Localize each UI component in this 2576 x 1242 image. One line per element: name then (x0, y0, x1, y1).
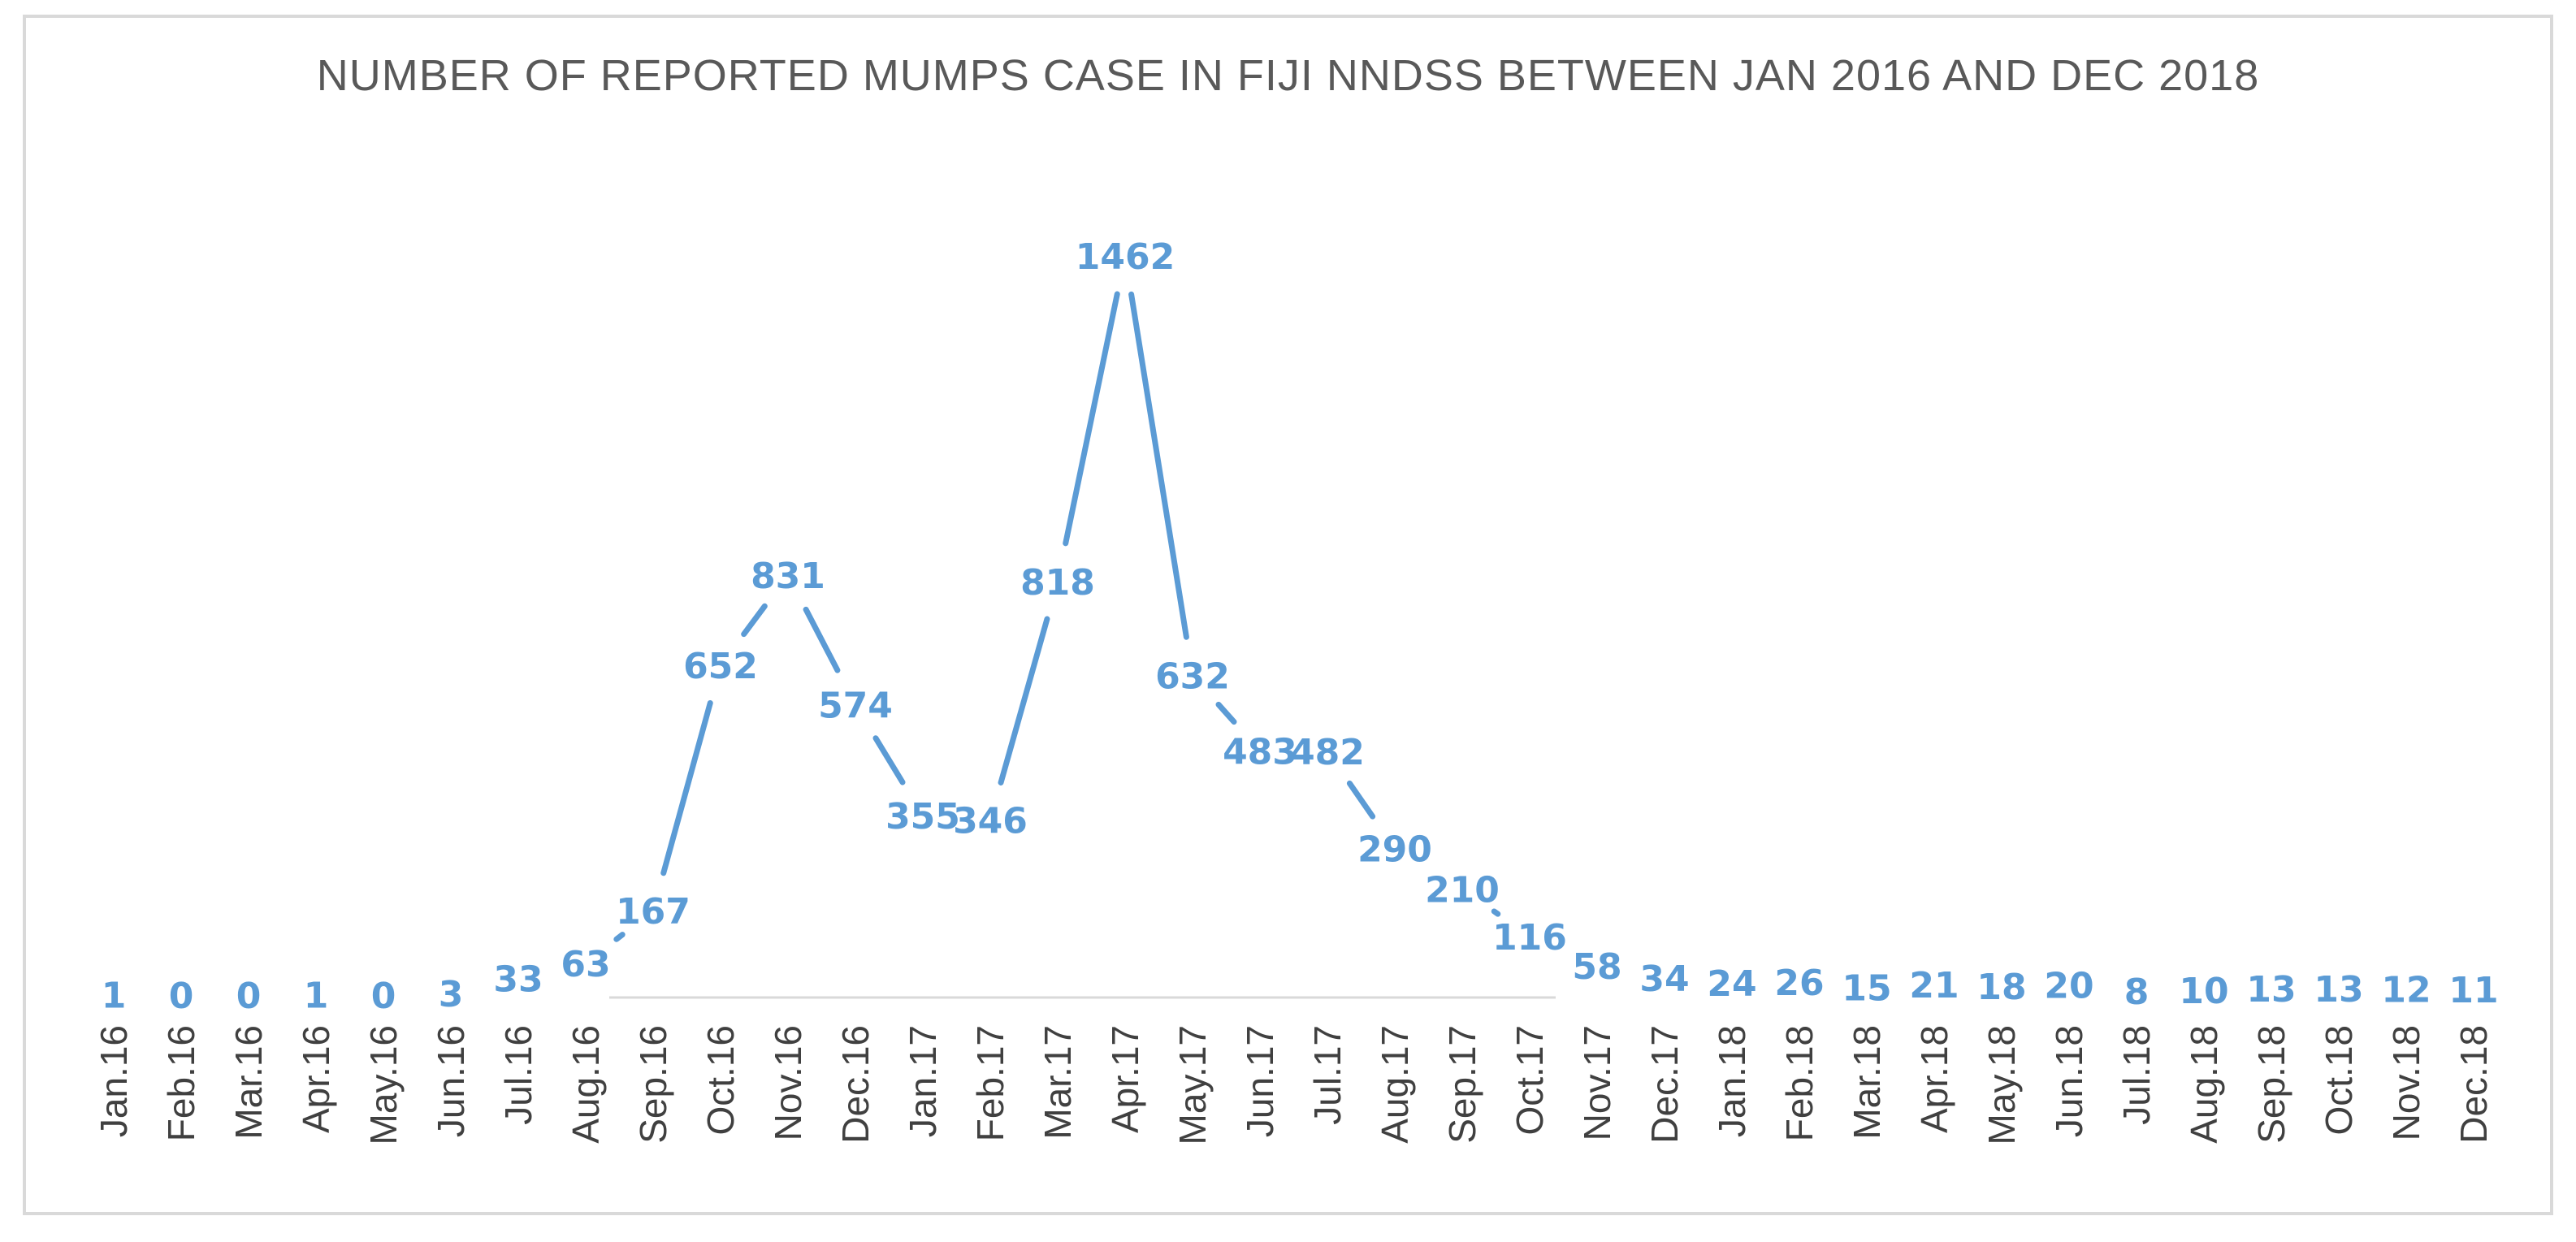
x-tick-label: Aug.18 (2183, 1025, 2225, 1144)
data-label: 482 (1290, 732, 1365, 773)
data-label: 18 (1976, 967, 2026, 1008)
data-label: 0 (371, 976, 396, 1017)
series-line-segment (872, 735, 906, 785)
x-tick-label: Nov.17 (1576, 1025, 1618, 1140)
data-label: 3 (439, 974, 464, 1015)
x-tick-label: Jun.16 (430, 1025, 472, 1137)
x-tick-label: Dec.17 (1643, 1025, 1686, 1144)
series-line-segment (1215, 701, 1237, 725)
x-tick-label: Oct.18 (2318, 1025, 2360, 1136)
data-label: 20 (2044, 966, 2093, 1007)
data-label: 1 (102, 975, 127, 1016)
data-label: 34 (1639, 959, 1689, 1000)
x-tick-label: Jun.17 (1239, 1025, 1281, 1137)
x-tick-label: Apr.16 (295, 1025, 337, 1133)
data-label: 63 (561, 944, 610, 985)
x-tick-label: Jul.18 (2115, 1025, 2158, 1125)
x-tick-label: May.18 (1981, 1025, 2023, 1145)
data-label: 11 (2448, 970, 2498, 1011)
x-tick-label: Mar.18 (1846, 1025, 1888, 1140)
data-label: 33 (493, 959, 543, 1000)
data-label: 632 (1155, 656, 1230, 698)
series-line-segment (660, 699, 713, 876)
series-line-segment (998, 616, 1050, 785)
x-tick-label: Oct.16 (699, 1025, 742, 1136)
x-tick-label: Jul.16 (497, 1025, 539, 1125)
chart-title: NUMBER OF REPORTED MUMPS CASE IN FIJI NN… (316, 51, 2260, 100)
x-tick-label: Feb.17 (969, 1025, 1011, 1141)
data-label: 1462 (1076, 236, 1175, 278)
x-tick-label: Jul.17 (1306, 1025, 1349, 1125)
x-tick-label: Aug.17 (1374, 1025, 1416, 1144)
x-tick-label: Jan.17 (902, 1025, 944, 1137)
series-line-segment (1346, 780, 1376, 820)
data-label: 8 (2124, 972, 2150, 1013)
data-label: 290 (1357, 829, 1432, 870)
data-label: 574 (818, 686, 893, 727)
x-tick-label: Dec.16 (834, 1025, 877, 1144)
series-line-segment (1063, 291, 1120, 547)
data-label: 831 (751, 556, 825, 597)
data-label: 483 (1223, 731, 1297, 772)
data-label: 818 (1020, 562, 1095, 604)
x-tick-label: May.16 (362, 1025, 405, 1145)
series-line-segment (803, 606, 841, 673)
x-tick-label: Nov.16 (767, 1025, 809, 1140)
data-label: 116 (1492, 917, 1567, 959)
x-tick-label: Nov.18 (2385, 1025, 2427, 1140)
x-tick-label: Feb.16 (160, 1025, 202, 1141)
data-label: 26 (1774, 963, 1824, 1004)
x-tick-label: Apr.18 (1913, 1025, 1955, 1133)
x-tick-label: May.17 (1171, 1025, 1214, 1145)
data-label: 1 (304, 975, 329, 1016)
data-label: 10 (2179, 971, 2228, 1012)
data-label: 24 (1707, 963, 1756, 1005)
chart-frame (23, 15, 2553, 1215)
data-label: 13 (2314, 969, 2363, 1010)
x-tick-label: Mar.16 (227, 1025, 270, 1140)
x-tick-label: Sep.18 (2250, 1025, 2292, 1144)
data-label: 0 (236, 976, 262, 1017)
series-line-segment (1128, 291, 1189, 640)
x-tick-label: Jan.18 (1711, 1025, 1753, 1137)
x-tick-label: Apr.17 (1104, 1025, 1146, 1133)
data-label: 58 (1572, 946, 1621, 988)
series-line-segment (1491, 908, 1501, 917)
data-label: 13 (2246, 969, 2296, 1010)
data-label: 21 (1909, 965, 1959, 1006)
x-tick-label: Sep.16 (632, 1025, 674, 1144)
x-tick-label: Dec.18 (2453, 1025, 2495, 1144)
x-tick-label: Feb.18 (1778, 1025, 1821, 1141)
data-label: 12 (2381, 970, 2431, 1011)
x-tick-label: Oct.17 (1509, 1025, 1551, 1136)
series-line-segment (741, 603, 768, 638)
data-label: 355 (885, 796, 960, 837)
data-label: 652 (683, 646, 758, 687)
x-tick-label: Sep.17 (1441, 1025, 1483, 1144)
x-tick-label: Jun.18 (2048, 1025, 2090, 1137)
data-label: 346 (953, 801, 1028, 842)
series-line-segment (613, 932, 626, 942)
data-label: 167 (616, 891, 691, 933)
x-tick-label: Jan.16 (93, 1025, 135, 1137)
x-tick-label: Mar.17 (1037, 1025, 1079, 1140)
data-label: 15 (1842, 968, 1891, 1010)
data-label: 0 (169, 976, 194, 1017)
data-label: 210 (1425, 869, 1500, 911)
x-tick-label: Aug.16 (565, 1025, 607, 1144)
